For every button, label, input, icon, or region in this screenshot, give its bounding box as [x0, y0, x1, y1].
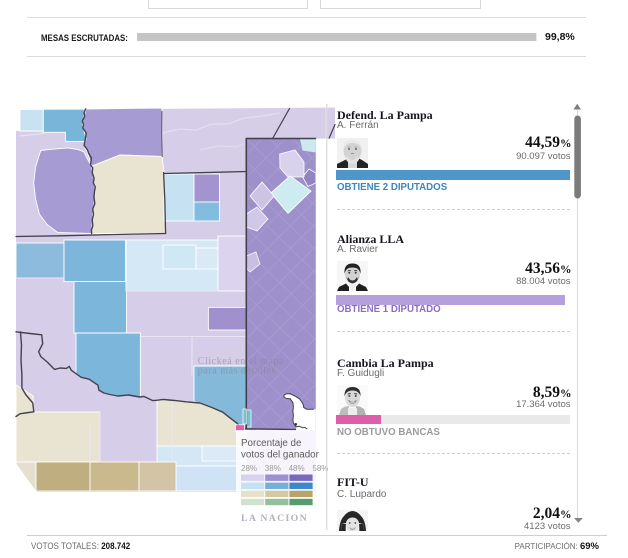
- svg-text:Clickeá en el mapa: Clickeá en el mapa: [198, 356, 284, 367]
- svg-text:48%: 48%: [289, 464, 305, 473]
- svg-text:38%: 38%: [265, 464, 281, 473]
- svg-text:LA NACION: LA NACION: [241, 513, 308, 524]
- svg-text:Porcentaje de: Porcentaje de: [241, 438, 302, 449]
- svg-text:para más detalles: para más detalles: [198, 366, 276, 377]
- svg-text:28%: 28%: [241, 464, 257, 473]
- svg-text:58%: 58%: [312, 464, 328, 473]
- svg-text:votos del ganador: votos del ganador: [241, 450, 320, 461]
